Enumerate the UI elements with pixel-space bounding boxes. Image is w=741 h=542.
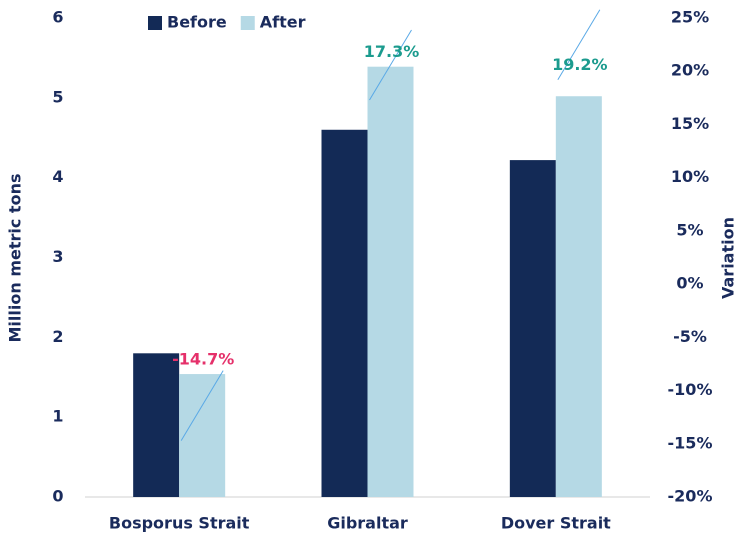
y-tick-label: 4 [52, 167, 63, 186]
y2-tick-label: -10% [668, 380, 713, 399]
y-tick-label: 1 [52, 407, 63, 426]
y2-tick-label: 20% [671, 61, 709, 80]
y-axis-title: Million metric tons [6, 174, 25, 343]
variation-marker [369, 29, 412, 101]
legend-swatch [240, 16, 255, 30]
bar [133, 353, 180, 497]
variation-marker [180, 370, 224, 441]
y-tick-label: 6 [52, 8, 63, 27]
bar [179, 374, 226, 497]
bar [555, 96, 602, 497]
x-tick-label: Bosporus Strait [109, 514, 250, 533]
legend-label: Before [167, 13, 227, 32]
data-label: 17.3% [364, 42, 420, 61]
data-label: 19.2% [552, 55, 608, 74]
variation-marker [557, 9, 601, 80]
y2-tick-label: 15% [671, 114, 709, 133]
y2-tick-label: -5% [673, 327, 707, 346]
data-label: -14.7% [172, 350, 234, 369]
y2-tick-label: -15% [668, 433, 713, 452]
y-tick-label: 0 [52, 487, 63, 506]
x-tick-label: Dover Strait [501, 514, 611, 533]
y-tick-label: 3 [52, 247, 63, 266]
bar [367, 66, 414, 497]
y-tick-label: 2 [52, 327, 63, 346]
bar [509, 160, 556, 497]
y2-tick-label: 10% [671, 167, 709, 186]
y2-tick-label: 5% [676, 220, 703, 239]
legend-label: After [260, 13, 306, 32]
y2-tick-label: 25% [671, 8, 709, 27]
bar [321, 129, 368, 497]
legend-swatch [148, 16, 162, 30]
y2-axis-title: Variation [719, 217, 738, 299]
y2-tick-label: 0% [676, 274, 703, 293]
y2-tick-label: -20% [668, 487, 713, 506]
x-tick-label: Gibraltar [327, 514, 408, 533]
y-tick-label: 5 [52, 87, 63, 106]
